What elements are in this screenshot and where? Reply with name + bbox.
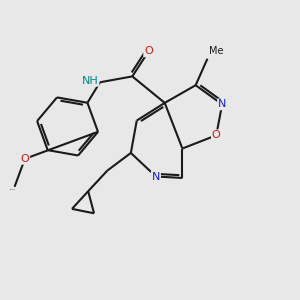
Text: O: O — [144, 46, 153, 56]
Text: N: N — [152, 172, 160, 182]
Text: O: O — [20, 154, 29, 164]
Text: Me: Me — [209, 46, 224, 56]
Text: N: N — [218, 99, 226, 110]
Text: O: O — [212, 130, 220, 140]
Text: methoxy: methoxy — [10, 188, 16, 190]
Text: NH: NH — [82, 76, 98, 86]
